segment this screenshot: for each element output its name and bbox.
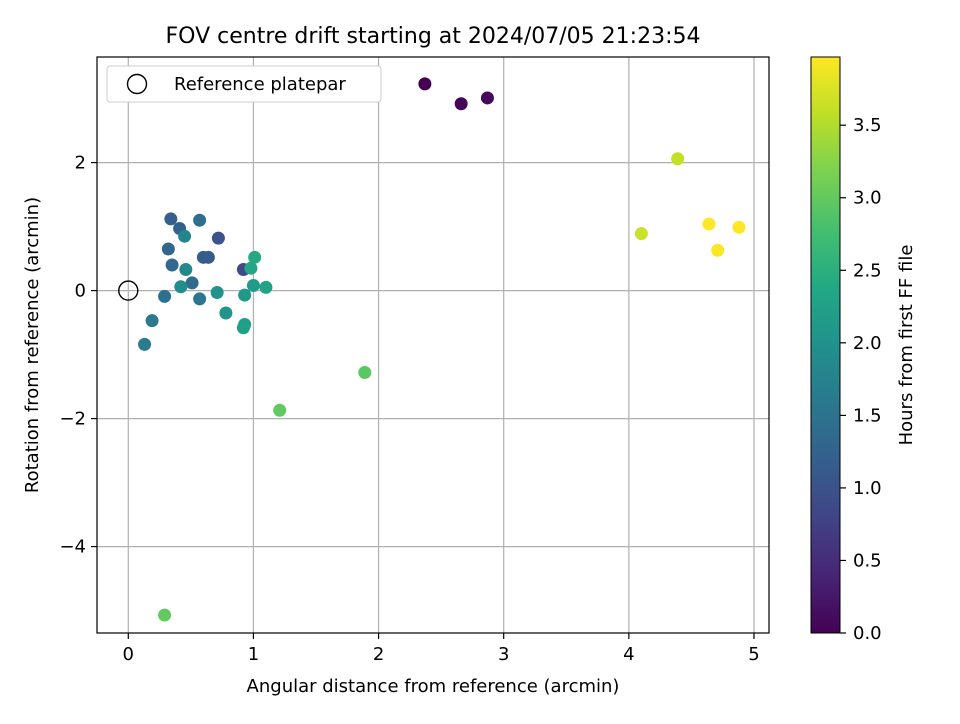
legend-box <box>106 65 382 103</box>
y-axis-label: Rotation from reference (arcmin) <box>22 197 43 493</box>
data-point <box>178 229 192 243</box>
plot-frame <box>96 56 770 634</box>
data-point <box>165 258 179 272</box>
colorbar-label: Hours from first FF file <box>896 245 917 446</box>
data-point <box>179 262 193 276</box>
data-point <box>161 242 175 256</box>
data-point <box>702 217 716 231</box>
data-point <box>480 91 494 105</box>
data-point <box>219 306 233 320</box>
y-axis-ticks: −4 −2 0 2 <box>59 153 97 558</box>
data-point <box>246 278 260 292</box>
colorbar-ticks: 0.0 0.5 1.0 1.5 2.0 2.5 3.0 3.5 <box>840 115 882 644</box>
y-tick-label: −2 <box>59 409 86 430</box>
data-point <box>248 250 262 264</box>
colorbar-tick-label: 0.0 <box>853 623 882 644</box>
data-point <box>158 289 172 303</box>
legend: Reference platepar <box>106 65 382 103</box>
legend-entry-reference: Reference platepar <box>174 74 346 95</box>
x-tick-label: 1 <box>248 644 259 665</box>
x-tick-label: 2 <box>373 644 384 665</box>
colorbar-tick-label: 3.5 <box>853 115 882 136</box>
colorbar-tick-label: 0.5 <box>853 550 882 571</box>
data-point <box>259 280 273 294</box>
grid <box>97 57 769 633</box>
data-point <box>711 243 725 257</box>
data-point <box>158 608 172 622</box>
colorbar: 0.0 0.5 1.0 1.5 2.0 2.5 3.0 3.5 Hours from firs… <box>810 56 917 644</box>
x-tick-label: 5 <box>748 644 759 665</box>
data-point <box>634 227 648 241</box>
data-point <box>193 213 207 227</box>
legend-marker-icon <box>126 73 148 95</box>
colorbar-gradient <box>810 56 841 634</box>
colorbar-tick-label: 1.5 <box>853 405 882 426</box>
y-tick-label: −4 <box>59 537 86 558</box>
data-point <box>732 220 746 234</box>
reference-platepar-marker <box>118 280 139 301</box>
x-axis-ticks: 0 1 2 3 4 5 <box>123 633 760 665</box>
data-point <box>174 280 188 294</box>
data-point <box>236 321 250 335</box>
data-point <box>244 261 258 275</box>
data-point <box>671 152 685 166</box>
data-point <box>454 97 468 111</box>
data-point <box>238 288 252 302</box>
data-point <box>210 286 224 300</box>
colorbar-tick-label: 1.0 <box>853 478 882 499</box>
y-tick-label: 0 <box>75 281 86 302</box>
data-point <box>273 403 287 417</box>
x-tick-label: 4 <box>623 644 634 665</box>
data-point <box>138 337 152 351</box>
colorbar-tick-label: 2.0 <box>853 333 882 354</box>
colorbar-tick-label: 2.5 <box>853 260 882 281</box>
data-point <box>193 292 207 306</box>
x-tick-label: 3 <box>498 644 509 665</box>
data-point <box>164 212 178 226</box>
x-tick-label: 0 <box>123 644 134 665</box>
colorbar-tick-label: 3.0 <box>853 188 882 209</box>
data-point <box>185 276 199 290</box>
x-axis-label: Angular distance from reference (arcmin) <box>247 676 620 697</box>
data-points <box>118 77 746 622</box>
data-point <box>145 314 159 328</box>
y-tick-label: 2 <box>75 153 86 174</box>
chart-title: FOV centre drift starting at 2024/07/05 … <box>166 24 701 49</box>
data-point <box>196 250 210 264</box>
data-point <box>211 231 225 245</box>
data-point <box>418 77 432 91</box>
data-point <box>358 366 372 380</box>
